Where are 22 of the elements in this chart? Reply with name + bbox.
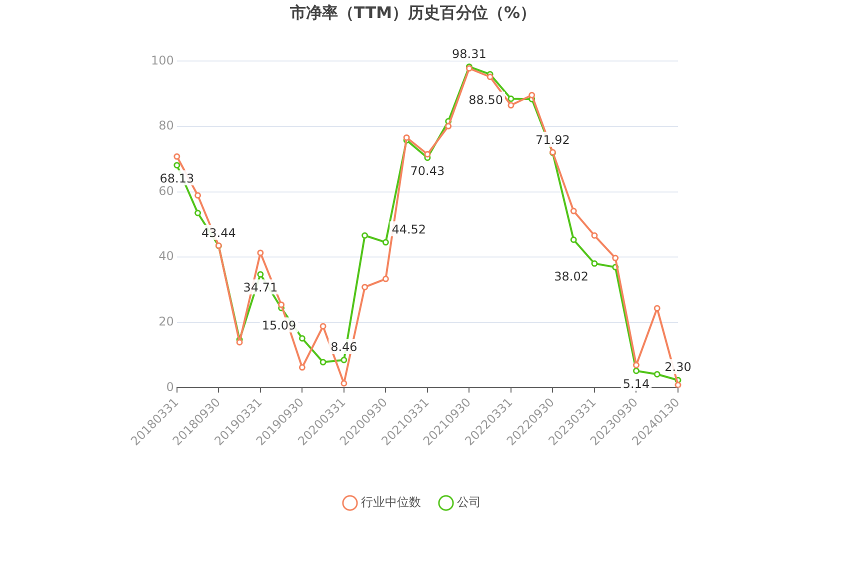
y-tick-label: 80 xyxy=(158,118,174,133)
chart-title: 市净率（TTM）历史百分位（%） xyxy=(288,2,536,22)
data-label: 88.50 xyxy=(468,92,503,107)
y-tick-label: 20 xyxy=(158,314,174,328)
data-label: 43.44 xyxy=(201,226,236,240)
data-label: 34.71 xyxy=(243,280,278,294)
legend-label: 公司 xyxy=(457,495,481,510)
y-tick-label: 60 xyxy=(158,184,174,198)
data-label: 2.30 xyxy=(664,360,692,374)
y-tick-label: 0 xyxy=(166,380,174,394)
data-label: 98.31 xyxy=(452,46,486,61)
data-label: 5.14 xyxy=(622,376,650,391)
y-tick-label: 40 xyxy=(158,249,174,264)
data-label: 70.43 xyxy=(410,164,445,178)
legend-label: 行业中位数 xyxy=(361,495,421,510)
data-label: 68.13 xyxy=(160,171,194,186)
data-label: 15.09 xyxy=(262,318,296,332)
y-tick-label: 100 xyxy=(151,53,174,68)
data-label: 38.02 xyxy=(554,270,588,284)
data-label: 44.52 xyxy=(392,222,426,236)
data-label: 71.92 xyxy=(536,132,570,147)
data-label: 8.46 xyxy=(330,340,358,354)
